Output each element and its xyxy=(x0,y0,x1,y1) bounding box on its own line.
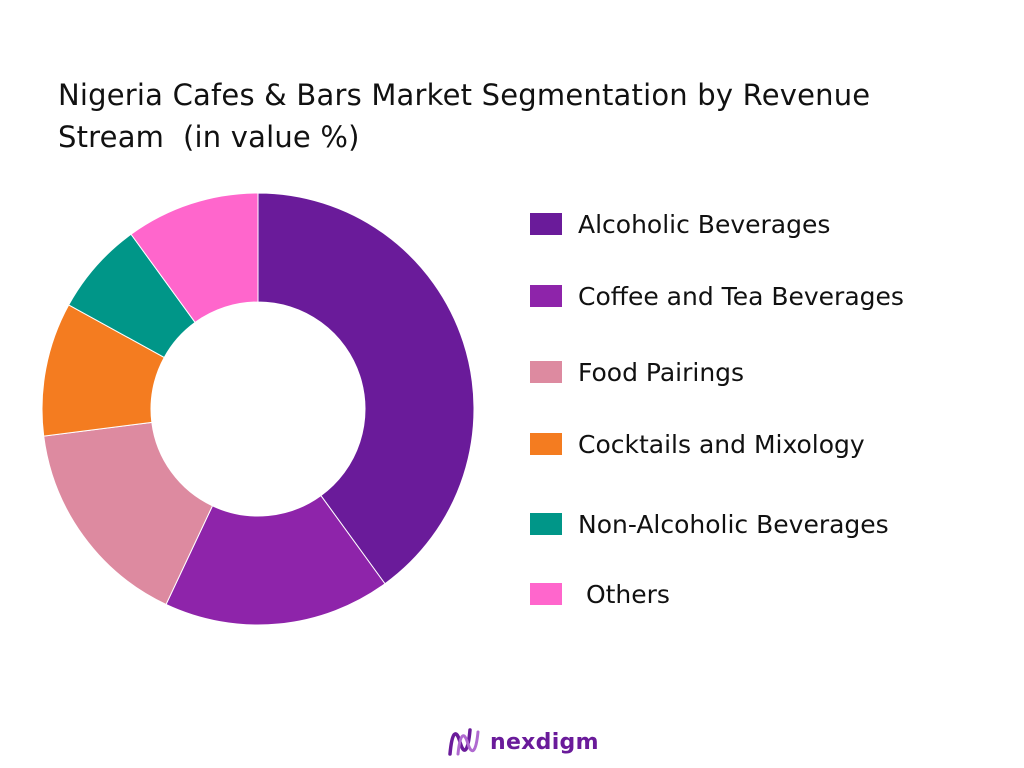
legend-swatch-food-pairings xyxy=(530,361,562,383)
chart-title: Nigeria Cafes & Bars Market Segmentation… xyxy=(58,74,958,158)
legend-item-non-alcoholic-beverages: Non-Alcoholic Beverages xyxy=(530,504,889,544)
chart-title-line-1: Nigeria Cafes & Bars Market Segmentation… xyxy=(58,78,871,112)
legend-item-others: Others xyxy=(530,574,670,614)
chart-title-line-2: Stream (in value %) xyxy=(58,120,360,154)
brand-name: nexdigm xyxy=(490,729,599,755)
legend-label-cocktails-and-mixology: Cocktails and Mixology xyxy=(578,429,865,459)
legend-swatch-others xyxy=(530,583,562,605)
legend-swatch-cocktails-and-mixology xyxy=(530,433,562,455)
donut-slice-coffee-and-tea-beverages xyxy=(165,494,386,626)
legend-item-coffee-and-tea-beverages: Coffee and Tea Beverages xyxy=(530,276,904,316)
nexdigm-logo-icon xyxy=(448,728,480,756)
legend-swatch-coffee-and-tea-beverages xyxy=(530,285,562,307)
legend-item-food-pairings: Food Pairings xyxy=(530,352,744,392)
donut-slice-others xyxy=(130,192,259,324)
legend-swatch-alcoholic-beverages xyxy=(530,213,562,235)
donut-slice-food-pairings xyxy=(43,421,214,606)
legend-label-non-alcoholic-beverages: Non-Alcoholic Beverages xyxy=(578,509,889,539)
chart-legend: Alcoholic Beverages Coffee and Tea Bevera… xyxy=(530,200,1010,630)
brand: nexdigm xyxy=(444,720,599,764)
legend-label-food-pairings: Food Pairings xyxy=(578,357,745,387)
legend-item-alcoholic-beverages: Alcoholic Beverages xyxy=(530,204,830,244)
legend-label-alcoholic-beverages: Alcoholic Beverages xyxy=(578,209,831,239)
legend-label-others: Others xyxy=(578,579,670,609)
legend-item-cocktails-and-mixology: Cocktails and Mixology xyxy=(530,424,865,464)
donut-slice-alcoholic-beverages xyxy=(257,192,475,585)
legend-swatch-non-alcoholic-beverages xyxy=(530,513,562,535)
legend-label-coffee-and-tea-beverages: Coffee and Tea Beverages xyxy=(578,281,904,311)
donut-slices xyxy=(41,192,475,626)
